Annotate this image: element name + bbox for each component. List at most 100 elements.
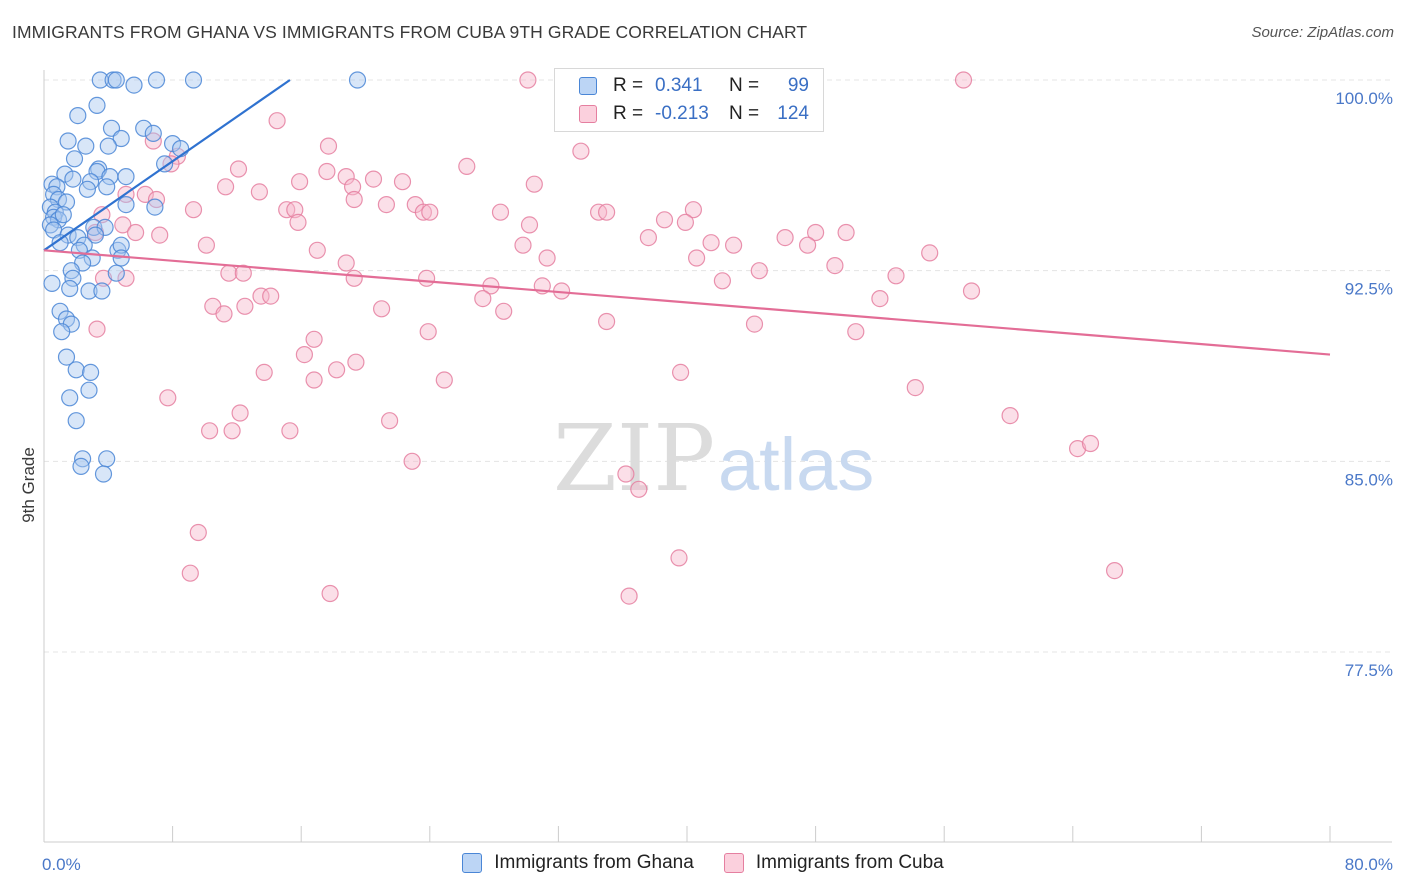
cuba-point (291, 173, 309, 191)
cuba-point (262, 287, 280, 305)
ghana-trend-line (43, 79, 291, 252)
cuba-point (234, 264, 252, 282)
ghana-point (80, 381, 98, 399)
legend-swatch-cuba (579, 105, 597, 123)
series-swatch-cuba (723, 853, 744, 873)
ghana-point (107, 71, 125, 89)
ghana-point (172, 140, 190, 158)
ghana-point (81, 363, 100, 381)
ghana-point (64, 170, 82, 188)
ghana-point (112, 129, 130, 148)
stats-legend: R = 0.341 N = 99 R = -0.213 N = 124 (554, 68, 824, 132)
y-tick-label: 92.5% (1345, 280, 1393, 299)
legend-r-value: -0.213 (655, 103, 709, 124)
cuba-point (847, 323, 865, 341)
cuba-point (337, 254, 355, 272)
cuba-point (255, 363, 273, 381)
cuba-point (159, 389, 177, 407)
cuba-point (826, 257, 844, 275)
cuba-point (114, 216, 132, 234)
watermark-atlas: atlas (718, 423, 874, 506)
cuba-point (220, 264, 238, 282)
cuba-point (702, 234, 720, 252)
cuba-point (1001, 407, 1019, 425)
cuba-point (474, 290, 492, 308)
axes (43, 70, 1392, 843)
cuba-point (305, 371, 323, 389)
cuba-point (750, 262, 768, 280)
ghana-point (88, 96, 106, 115)
cuba-point (798, 236, 817, 254)
cuba-point (776, 229, 794, 247)
cuba-point (377, 196, 395, 214)
cuba-point (676, 213, 695, 231)
cuba-point (151, 226, 169, 244)
ghana-point (49, 211, 68, 229)
cuba-point (435, 371, 453, 389)
cuba-point (1105, 561, 1124, 580)
series-legend-ghana[interactable]: Immigrants from Ghana (462, 852, 694, 874)
cuba-point (962, 282, 981, 300)
cuba-point (671, 363, 690, 381)
cuba-point (347, 353, 365, 371)
cuba-points (86, 71, 1124, 605)
ghana-point (94, 465, 113, 483)
cuba-point (337, 168, 355, 186)
source-credit: Source: ZipAtlas.com (1251, 24, 1394, 41)
watermark: ZIP atlas (553, 405, 874, 512)
ghana-point (348, 71, 367, 89)
cuba-point (189, 523, 207, 542)
ghana-point (117, 196, 135, 214)
cuba-point (670, 549, 688, 567)
cuba-point (414, 203, 432, 221)
cuba-point (136, 185, 154, 203)
cuba-point (514, 236, 532, 254)
cuba-point (184, 201, 203, 219)
y-tick-label: 85.0% (1345, 470, 1393, 489)
legend-swatch-ghana (579, 77, 597, 95)
ghana-point (57, 310, 76, 328)
cuba-point (519, 71, 537, 89)
cuba-point (687, 249, 706, 267)
series-legend-cuba[interactable]: Immigrants from Cuba (723, 852, 944, 874)
ghana-point (67, 412, 85, 430)
legend-n-label: N = (729, 75, 760, 96)
cuba-point (617, 465, 635, 483)
cuba-point (381, 412, 399, 430)
ghana-point (78, 180, 97, 198)
ghana-point (59, 132, 77, 150)
ghana-point (99, 137, 117, 155)
cuba-point (495, 302, 513, 320)
ghana-point (117, 168, 135, 186)
cuba-point (344, 178, 362, 196)
cuba-point (223, 422, 241, 440)
cuba-point (94, 269, 113, 287)
legend-n-value: 99 (787, 75, 809, 96)
cuba-point (871, 290, 889, 308)
ghana-point (64, 269, 82, 287)
cuba-point (954, 71, 973, 89)
ghana-points (41, 71, 367, 483)
series-legend: Immigrants from Ghana Immigrants from Cu… (0, 852, 1406, 874)
ghana-point (112, 236, 130, 254)
watermark-zip: ZIP (553, 405, 715, 512)
cuba-point (250, 183, 268, 201)
cuba-point (236, 297, 254, 315)
ghana-point (80, 282, 98, 300)
ghana-point (57, 193, 76, 211)
ghana-point (69, 106, 87, 125)
cuba-point (268, 112, 286, 130)
cuba-point (295, 346, 313, 364)
ghana-point (53, 323, 71, 341)
ghana-point (86, 226, 105, 244)
cuba-point (887, 267, 905, 285)
cuba-point (906, 379, 924, 397)
cuba-point (328, 361, 346, 379)
chart-title: IMMIGRANTS FROM GHANA VS IMMIGRANTS FROM… (12, 22, 808, 42)
cuba-point (321, 584, 339, 603)
cuba-point (215, 305, 233, 323)
cuba-point (630, 480, 648, 498)
y-tick-label: 77.5% (1345, 661, 1393, 680)
cuba-point (458, 157, 476, 175)
cuba-point (88, 320, 106, 338)
